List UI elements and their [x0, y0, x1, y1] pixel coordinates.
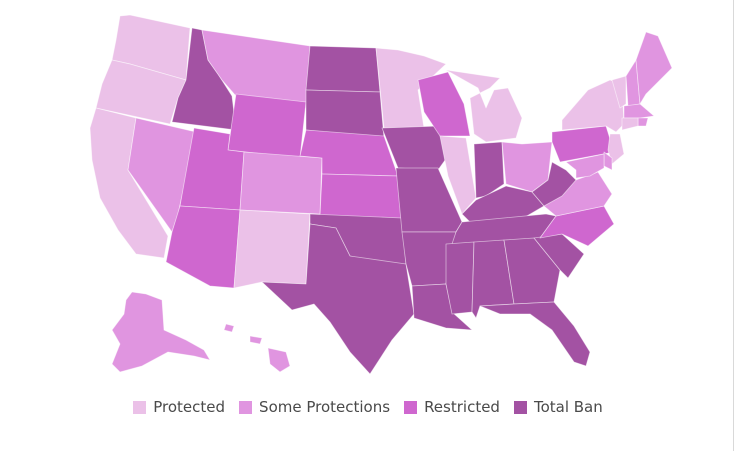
- state-NM[interactable]: [233, 209, 311, 289]
- legend-item-total-ban[interactable]: Total Ban: [513, 398, 603, 416]
- state-OR[interactable]: [95, 59, 187, 125]
- state-CO[interactable]: [239, 151, 323, 215]
- legend-label-restricted: Restricted: [424, 398, 500, 416]
- state-ME[interactable]: [635, 31, 673, 105]
- state-WY[interactable]: [227, 93, 307, 159]
- state-IL[interactable]: [439, 135, 477, 215]
- state-GA[interactable]: [503, 237, 561, 305]
- state-IN[interactable]: [473, 141, 505, 199]
- legend-item-restricted[interactable]: Restricted: [404, 398, 500, 416]
- state-ND[interactable]: [305, 45, 381, 93]
- state-NJ[interactable]: [607, 133, 625, 165]
- legend-swatch-some-protections: [239, 400, 253, 414]
- state-WV[interactable]: [531, 161, 577, 207]
- state-FL[interactable]: [479, 301, 591, 367]
- legend-swatch-restricted: [404, 400, 418, 414]
- legend-label-some-protections: Some Protections: [259, 398, 391, 416]
- state-AK[interactable]: [111, 291, 211, 373]
- legend-swatch-protected: [133, 400, 147, 414]
- legend-item-some-protections[interactable]: Some Protections: [239, 398, 390, 416]
- state-HI[interactable]: [223, 323, 291, 373]
- page-edge-divider: [733, 0, 734, 451]
- legend-label-total-ban: Total Ban: [533, 398, 603, 416]
- legend-item-protected[interactable]: Protected: [133, 398, 225, 416]
- state-RI[interactable]: [637, 117, 649, 127]
- state-MS[interactable]: [445, 241, 475, 315]
- state-TX[interactable]: [261, 223, 415, 375]
- state-KS[interactable]: [319, 173, 403, 221]
- state-MA[interactable]: [623, 103, 655, 119]
- state-CT[interactable]: [621, 117, 639, 131]
- state-VT[interactable]: [611, 75, 627, 109]
- states-layer: [89, 14, 673, 375]
- legend: Protected Some Protections Restricted To…: [0, 398, 736, 416]
- state-IA[interactable]: [381, 125, 449, 171]
- state-MI[interactable]: [445, 69, 523, 143]
- state-WI[interactable]: [417, 71, 471, 137]
- legend-label-protected: Protected: [153, 398, 226, 416]
- state-AZ[interactable]: [165, 205, 241, 289]
- state-MD[interactable]: [565, 153, 605, 179]
- legend-swatch-total-ban: [513, 400, 527, 414]
